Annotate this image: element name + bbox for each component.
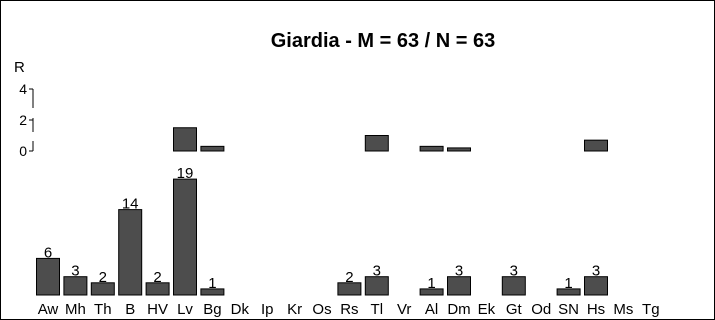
- value-label-dm: 3: [455, 263, 463, 280]
- bar-mh: [63, 276, 88, 296]
- bar-dm: [447, 276, 471, 296]
- r-axis-tick-4: 4: [19, 81, 27, 97]
- value-labels: 6 3 2 14 2 19 1 2 3 1 3 3 1 3: [44, 165, 600, 292]
- value-label-tl: 3: [373, 263, 381, 280]
- category-label-tg: Tg: [642, 301, 660, 318]
- bar-th: [90, 282, 115, 296]
- r-axis-tick-0: 0: [19, 143, 27, 159]
- category-label-gt: Gt: [506, 301, 523, 318]
- value-label-b: 14: [122, 196, 139, 213]
- category-label-lv: Lv: [177, 301, 193, 318]
- category-label-bg: Bg: [203, 301, 221, 318]
- bar-gt: [501, 276, 526, 296]
- bar-hs: [584, 276, 608, 296]
- value-label-al: 1: [427, 275, 435, 292]
- category-label-th: Th: [94, 301, 112, 318]
- bar-sn: [556, 288, 581, 296]
- category-label-tl: Tl: [371, 301, 384, 318]
- r-bar-bg: [200, 145, 225, 152]
- category-label-mh: Mh: [65, 301, 86, 318]
- r-bar-dm: [447, 147, 471, 152]
- category-label-aw: Aw: [38, 301, 59, 318]
- r-axis-label: R: [14, 59, 25, 76]
- category-label-dk: Dk: [231, 301, 250, 318]
- category-label-b: B: [125, 301, 135, 318]
- category-label-hv: HV: [147, 301, 168, 318]
- bar-rs: [337, 282, 362, 296]
- value-label-gt: 3: [510, 263, 518, 280]
- category-label-ip: Ip: [261, 301, 274, 318]
- category-label-hs: Hs: [587, 301, 605, 318]
- category-label-vr: Vr: [397, 301, 411, 318]
- r-bar-hs: [584, 139, 608, 152]
- chart-title: Giardia - M = 63 / N = 63: [271, 30, 496, 52]
- category-label-ek: Ek: [478, 301, 496, 318]
- r-bar-al: [419, 145, 444, 152]
- category-label-kr: Kr: [287, 301, 302, 318]
- value-label-th: 2: [99, 269, 107, 286]
- category-labels: Aw Mh Th B HV Lv Bg Dk Ip Kr Os Rs Tl Vr Al Dm Ek Gt Od SN H…: [38, 301, 660, 318]
- value-label-mh: 3: [71, 263, 79, 280]
- value-label-bg: 1: [208, 275, 216, 292]
- category-label-rs: Rs: [340, 301, 358, 318]
- value-label-hs: 3: [592, 263, 600, 280]
- r-bars: [173, 127, 608, 152]
- r-bar-tl: [364, 135, 389, 152]
- r-bar-lv: [173, 127, 197, 152]
- r-axis-tick-2: 2: [19, 112, 27, 128]
- category-label-os: Os: [312, 301, 331, 318]
- bar-al: [419, 288, 444, 296]
- category-label-od: Od: [531, 301, 551, 318]
- category-label-sn: SN: [558, 301, 579, 318]
- r-axis: 4 2 0: [19, 81, 34, 159]
- bar-hv: [145, 282, 170, 296]
- bar-lv: [173, 178, 197, 296]
- value-label-rs: 2: [345, 269, 353, 286]
- category-label-dm: Dm: [447, 301, 470, 318]
- bar-b: [118, 209, 143, 296]
- bar-bg: [200, 288, 225, 296]
- value-label-lv: 19: [177, 165, 194, 182]
- bars: [36, 178, 608, 296]
- value-label-aw: 6: [44, 244, 52, 261]
- category-label-ms: Ms: [613, 301, 633, 318]
- category-label-al: Al: [425, 301, 438, 318]
- bar-aw: [36, 257, 60, 296]
- value-label-hv: 2: [153, 269, 161, 286]
- bar-tl: [364, 276, 389, 296]
- value-label-sn: 1: [564, 275, 572, 292]
